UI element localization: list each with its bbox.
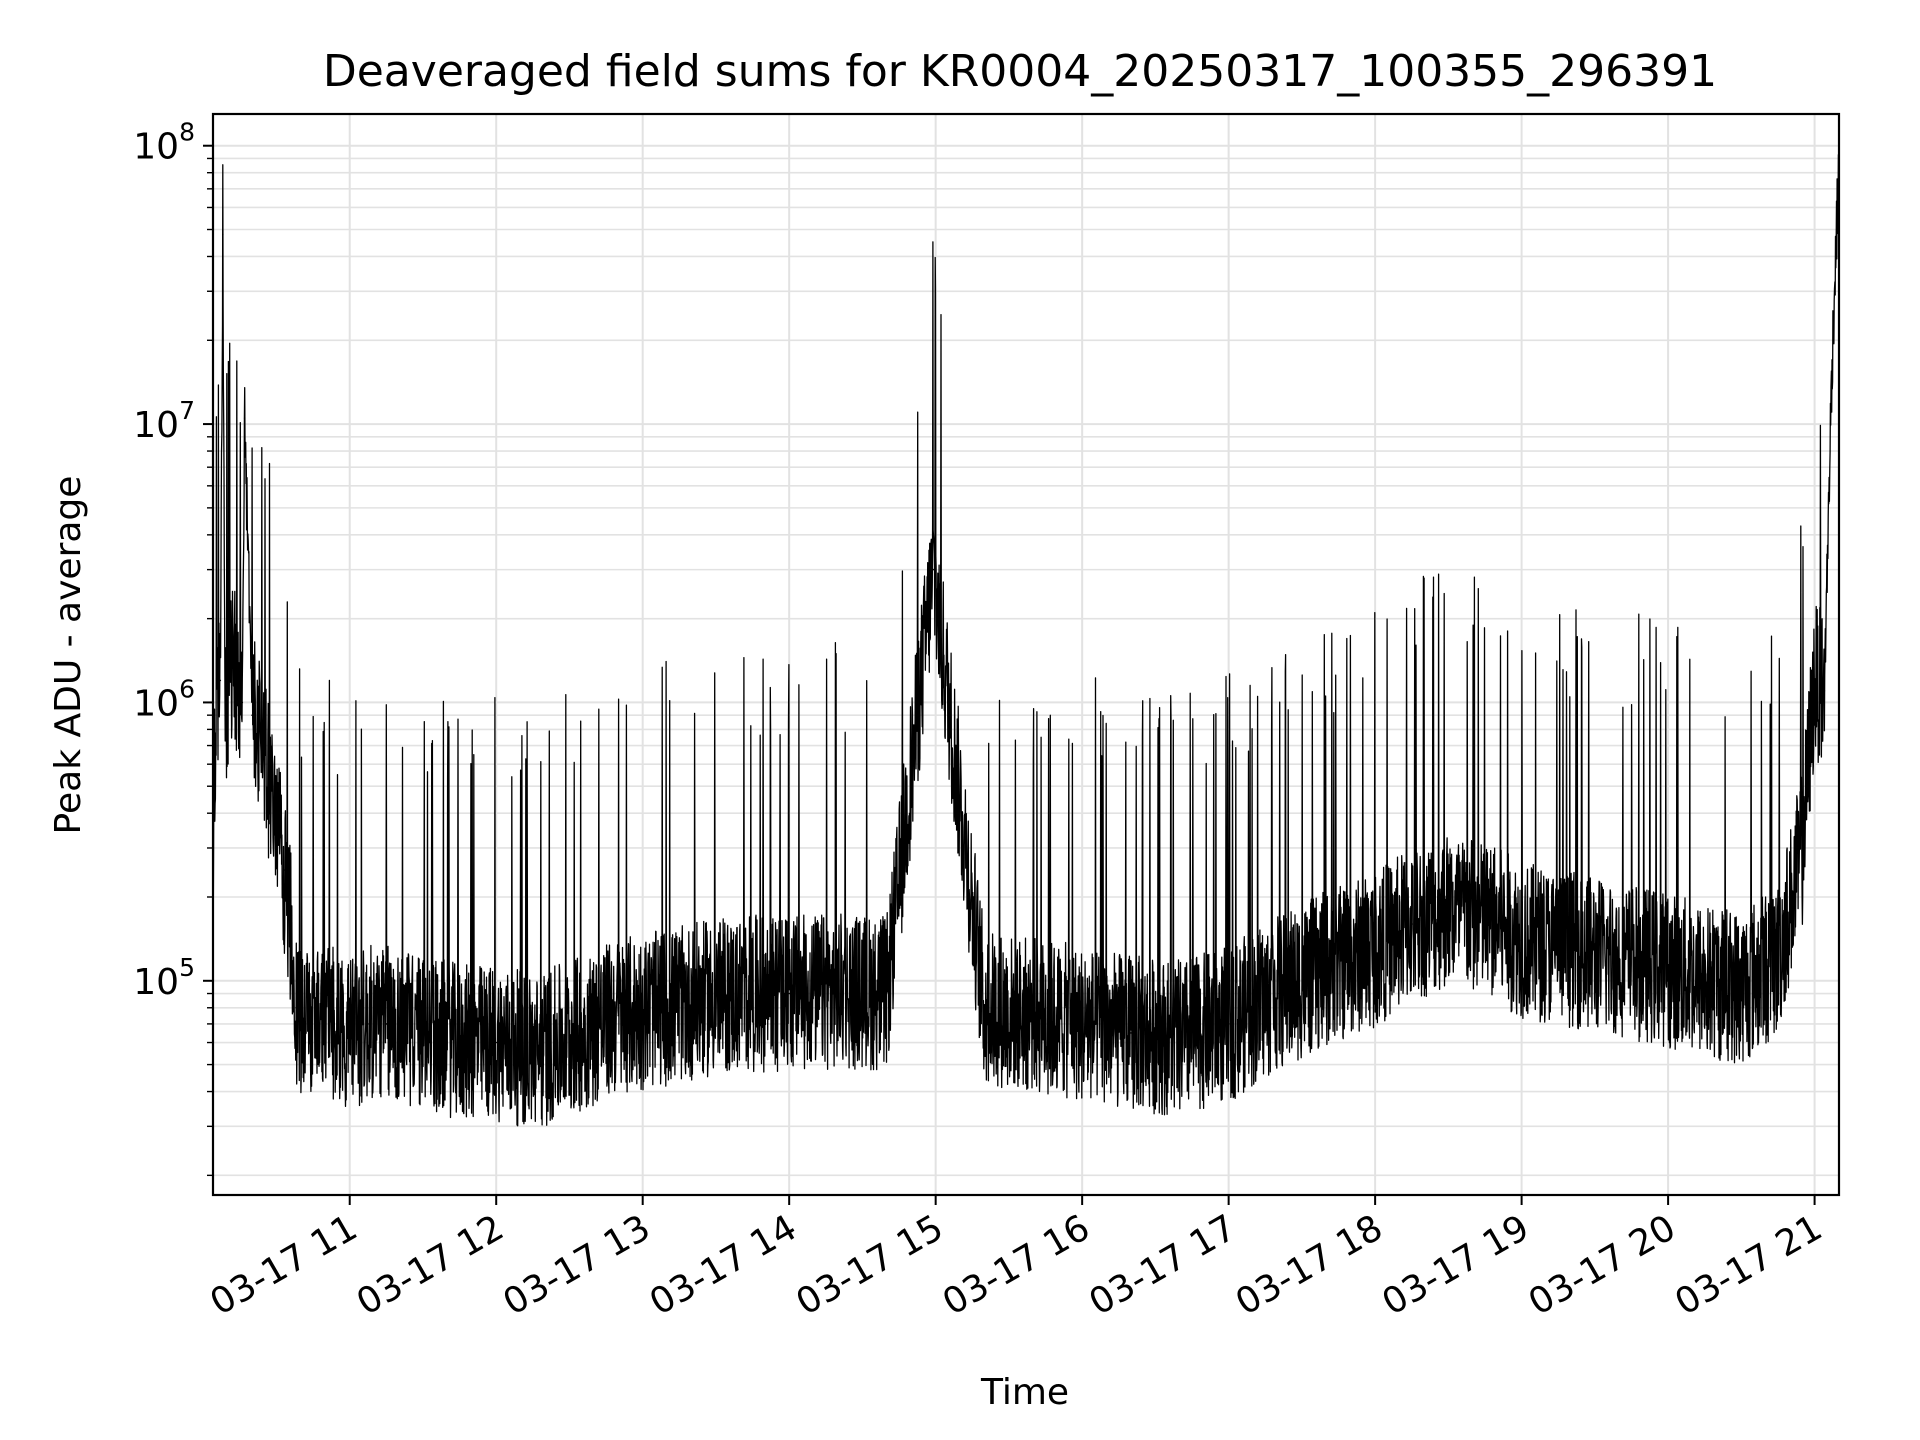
data-layer <box>213 154 1839 1127</box>
data-point <box>290 931 292 933</box>
data-point <box>1520 939 1523 941</box>
plot-frame <box>211 112 1841 1197</box>
data-point <box>1618 957 1621 960</box>
data-point <box>378 1019 380 1022</box>
data-point <box>219 679 222 682</box>
data-point <box>1032 1014 1035 1017</box>
data-point <box>788 992 790 995</box>
data-point <box>275 828 278 831</box>
y-tick-exponent: 8 <box>179 118 195 147</box>
y-tick-label: 106 <box>133 674 195 724</box>
data-point <box>886 992 888 995</box>
y-tick-base: 10 <box>133 683 179 724</box>
data-point <box>385 1023 388 1025</box>
data-point <box>305 1023 307 1025</box>
y-tick-base: 10 <box>133 405 179 446</box>
data-point <box>739 992 742 995</box>
data-point <box>268 785 271 787</box>
data-point <box>983 1007 986 1009</box>
data-point <box>1667 968 1669 971</box>
y-tick-base: 10 <box>133 127 179 168</box>
data-point <box>368 1023 371 1025</box>
data-point <box>549 1045 551 1048</box>
data-point <box>1374 948 1376 950</box>
data-point <box>231 652 234 655</box>
chart-title: Deaveraged field sums for KR0004_2025031… <box>323 46 1717 97</box>
y-tick-label: 107 <box>133 396 195 446</box>
data-point <box>1496 923 1498 925</box>
y-tick-label: 105 <box>133 953 195 1003</box>
data-point <box>251 714 253 716</box>
data-point <box>1740 986 1743 988</box>
data-point <box>402 1026 405 1029</box>
data-point <box>241 701 244 704</box>
y-axis-label: Peak ADU - average <box>48 476 89 835</box>
data-point <box>427 1032 429 1034</box>
data-point <box>1813 679 1816 682</box>
data-point <box>1703 980 1706 982</box>
data-point <box>1081 1023 1083 1025</box>
data-point <box>539 1052 541 1054</box>
data-point <box>222 233 224 236</box>
data-point <box>1410 923 1413 925</box>
y-tick-exponent: 5 <box>179 953 195 982</box>
data-point <box>331 1023 334 1025</box>
data-point <box>224 714 226 716</box>
data-point <box>261 728 263 731</box>
data-point <box>1830 374 1833 376</box>
data-point <box>458 1041 461 1044</box>
data-point <box>1325 968 1328 971</box>
data-point <box>1179 1037 1181 1040</box>
y-tick-label: 108 <box>133 118 195 168</box>
data-point <box>243 417 246 420</box>
data-point <box>698 999 700 1002</box>
data-point <box>580 1032 583 1034</box>
y-tick-exponent: 6 <box>179 674 195 703</box>
data-point <box>837 990 839 992</box>
data-point <box>1777 957 1779 960</box>
data-point <box>317 1014 319 1017</box>
data-point <box>1801 847 1804 849</box>
data-point <box>214 744 217 747</box>
x-axis-label: Time <box>980 1372 1069 1413</box>
data-point <box>1569 948 1572 950</box>
y-tick-base: 10 <box>133 962 179 1003</box>
series-line <box>213 154 1839 1127</box>
data-point <box>283 869 285 871</box>
data-point <box>1276 992 1279 995</box>
data-point <box>1447 908 1450 911</box>
data-point <box>617 1014 620 1017</box>
data-point <box>1823 690 1826 692</box>
data-point <box>932 568 934 571</box>
data-point <box>666 1007 668 1009</box>
data-point <box>495 1041 498 1044</box>
y-tick-exponent: 7 <box>179 396 195 425</box>
data-point <box>295 1007 297 1009</box>
data-point <box>1227 1023 1230 1025</box>
data-point <box>1130 1032 1132 1034</box>
data-point <box>348 1032 351 1034</box>
